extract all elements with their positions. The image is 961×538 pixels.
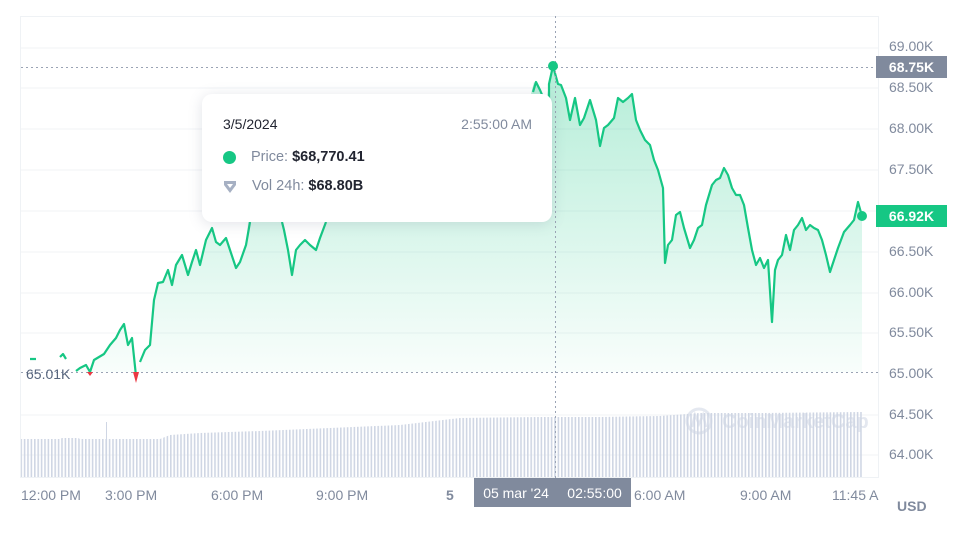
- svg-text:CoinMarketCap: CoinMarketCap: [722, 411, 869, 433]
- x-tick: 3:00 PM: [105, 487, 157, 503]
- coinmarketcap-watermark: CoinMarketCap: [685, 407, 869, 435]
- x-tick: 12:00 PM: [21, 487, 81, 503]
- price-area: [75, 66, 862, 380]
- y-tick: 69.00K: [889, 38, 934, 54]
- price-label: Price:: [251, 149, 289, 165]
- reference-label: 65.01K: [26, 366, 71, 382]
- volume-bars: [21, 412, 862, 477]
- chart-tooltip: 3/5/2024 2:55:00 AM Price: $68,770.41 Vo…: [202, 94, 552, 222]
- price-line: [30, 64, 864, 377]
- x-tick: 9:00 PM: [316, 487, 368, 503]
- y-tick: 67.50K: [889, 161, 934, 177]
- y-tick: 64.00K: [889, 446, 934, 462]
- crosshair-price-badge: 68.75K: [876, 56, 947, 78]
- y-tick: 65.50K: [889, 324, 934, 340]
- crosshair-time-badge: 05 mar '24 02:55:00: [474, 478, 631, 507]
- current-price-badge: 66.92K: [876, 205, 947, 227]
- price-below-reference: [87, 372, 139, 383]
- volume-label: Vol 24h:: [252, 178, 305, 194]
- crosshair: [21, 16, 878, 478]
- y-tick: 66.50K: [889, 243, 934, 259]
- y-tick: 66.00K: [889, 284, 934, 300]
- x-tick: 6:00 AM: [634, 487, 685, 503]
- x-axis: 12:00 PM 3:00 PM 6:00 PM 9:00 PM 5 6:00 …: [21, 487, 879, 503]
- crosshair-point: [548, 61, 558, 71]
- tooltip-date: 3/5/2024: [223, 116, 278, 132]
- tooltip-volume-row: Vol 24h: $68.80B: [223, 178, 363, 194]
- x-tick: 6:00 PM: [211, 487, 263, 503]
- y-tick: 68.00K: [889, 120, 934, 136]
- volume-value: $68.80B: [308, 178, 364, 194]
- x-tick: 9:00 AM: [740, 487, 791, 503]
- price-value: $68,770.41: [292, 149, 365, 165]
- x-tick: 11:45 A: [832, 487, 879, 503]
- crosshair-date: 05 mar '24: [483, 484, 549, 501]
- y-tick: 64.50K: [889, 406, 934, 422]
- price-dot-icon: [223, 150, 236, 164]
- tooltip-time: 2:55:00 AM: [461, 116, 532, 132]
- crosshair-time: 02:55:00: [567, 484, 622, 501]
- current-price-point: [857, 211, 867, 221]
- tooltip-price-row: Price: $68,770.41: [223, 149, 365, 165]
- y-tick: 65.00K: [889, 365, 934, 381]
- y-tick: 68.50K: [889, 79, 934, 95]
- x-tick: 5: [446, 487, 454, 503]
- plot-frame: [20, 16, 879, 478]
- y-axis: 69.00K 68.50K 68.00K 67.50K 66.50K 66.00…: [889, 38, 934, 462]
- volume-shield-icon: [224, 181, 236, 193]
- currency-label: USD: [897, 498, 927, 514]
